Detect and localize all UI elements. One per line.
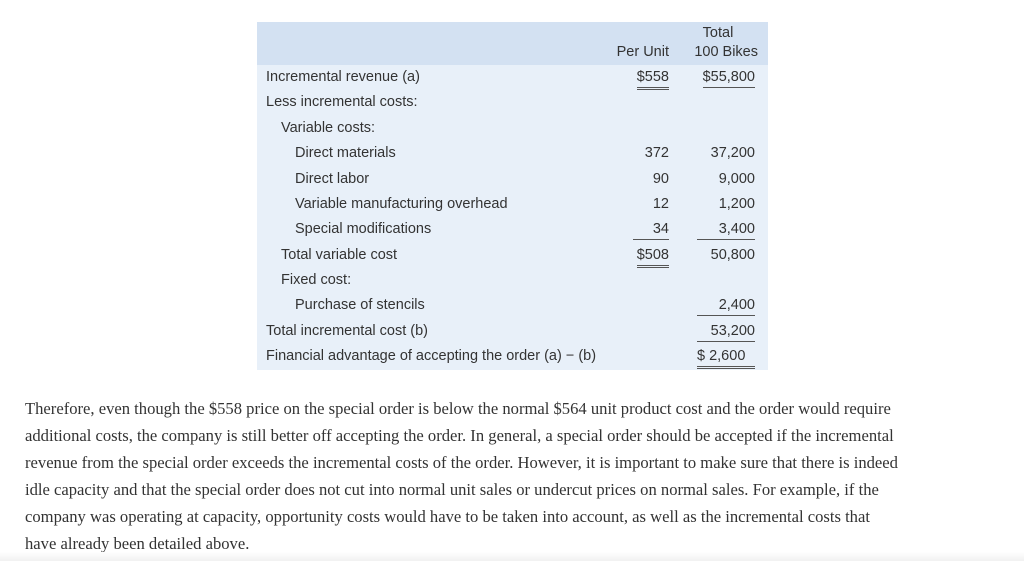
- paragraph-line: idle capacity and that the special order…: [25, 480, 879, 499]
- total-value: 2,400: [697, 296, 755, 316]
- row-label: Variable costs:: [281, 120, 376, 136]
- per-unit-value: 34: [633, 220, 669, 240]
- row-label: Total incremental cost (b): [266, 323, 428, 339]
- total-value: 53,200: [697, 322, 755, 342]
- table-row: Financial advantage of accepting the ord…: [257, 344, 768, 369]
- total-value: 3,400: [697, 220, 755, 240]
- paragraph-line: have already been detailed above.: [25, 534, 250, 553]
- row-label: Direct labor: [295, 171, 370, 187]
- row-label: Total variable cost: [281, 247, 398, 263]
- row-label: Financial advantage of accepting the ord…: [266, 348, 597, 364]
- row-label: Purchase of stencils: [295, 297, 425, 313]
- table-header: Per Unit Total 100 Bikes: [257, 22, 768, 65]
- row-label: Fixed cost:: [281, 272, 352, 288]
- paragraph-line: additional costs, the company is still b…: [25, 426, 894, 445]
- row-label: Variable manufacturing overhead: [295, 196, 508, 212]
- per-unit-value: 372: [644, 145, 669, 161]
- table-row: Purchase of stencils 2,400: [257, 293, 768, 318]
- paragraph-line: company was operating at capacity, oppor…: [25, 507, 870, 526]
- header-total-line2: 100 Bikes: [694, 44, 758, 60]
- explanation-paragraph: Therefore, even though the $558 price on…: [25, 395, 898, 557]
- total-value: 50,800: [710, 247, 755, 263]
- total-value: 9,000: [718, 171, 755, 187]
- table-row: Special modifications 34 3,400: [257, 217, 768, 242]
- row-label: Direct materials: [295, 145, 396, 161]
- table-row: Total incremental cost (b) 53,200: [257, 319, 768, 344]
- per-unit-value: 12: [652, 196, 669, 212]
- total-value: $ 2,600: [697, 347, 755, 369]
- per-unit-value: $508: [636, 246, 669, 268]
- table-row: Variable costs:: [257, 116, 768, 141]
- table-row: Less incremental costs:: [257, 90, 768, 115]
- paragraph-line: revenue from the special order exceeds t…: [25, 453, 898, 472]
- header-per-unit: Per Unit: [616, 44, 669, 60]
- table-row: Direct materials 372 37,200: [257, 141, 768, 166]
- paragraph-line: Therefore, even though the $558 price on…: [25, 399, 891, 418]
- row-label: Less incremental costs:: [266, 94, 418, 110]
- bottom-fade: [0, 552, 1024, 561]
- incremental-analysis-table: Per Unit Total 100 Bikes Incremental rev…: [257, 22, 768, 370]
- total-value: 37,200: [710, 145, 755, 161]
- table-row: Total variable cost $508 50,800: [257, 243, 768, 268]
- table-row: Fixed cost:: [257, 268, 768, 293]
- table-row: Variable manufacturing overhead 12 1,200: [257, 192, 768, 217]
- row-label: Special modifications: [295, 221, 432, 237]
- per-unit-value: $558: [636, 68, 669, 90]
- total-value: 1,200: [718, 196, 755, 212]
- per-unit-value: 90: [652, 171, 669, 187]
- total-value: $55,800: [702, 68, 755, 88]
- header-total-line1: Total: [702, 25, 734, 41]
- table-row: Direct labor 90 9,000: [257, 167, 768, 192]
- row-label: Incremental revenue (a): [266, 69, 420, 85]
- table-row: Incremental revenue (a) $558 $55,800: [257, 65, 768, 90]
